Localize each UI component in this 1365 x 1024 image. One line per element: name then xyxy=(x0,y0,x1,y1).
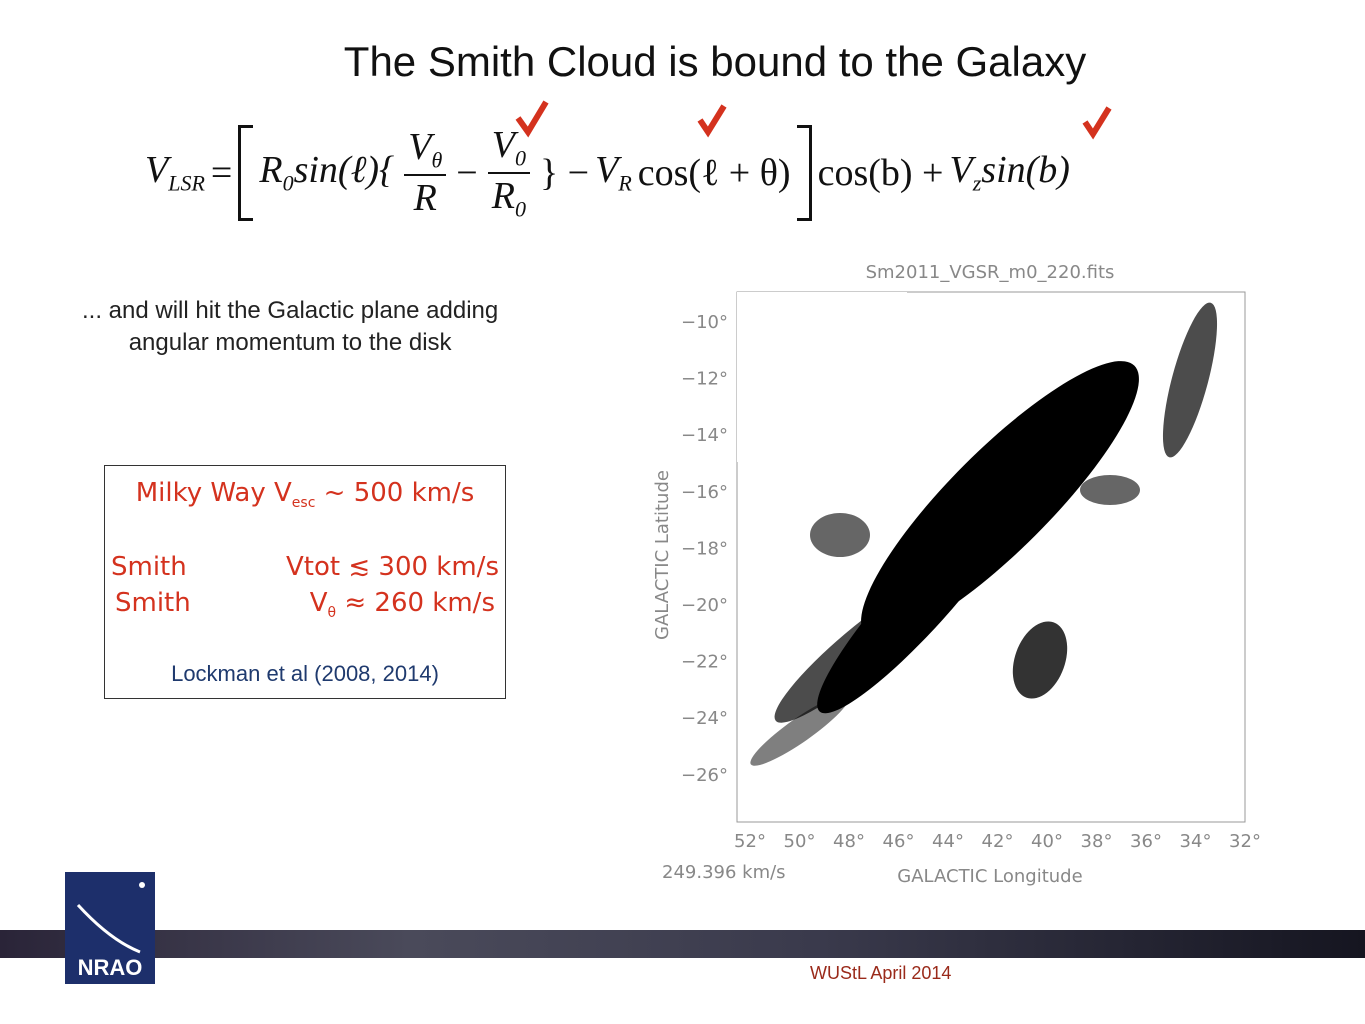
eq-token: = xyxy=(210,151,233,194)
lon-label: 44° xyxy=(932,831,964,852)
eq-token: V xyxy=(491,123,515,166)
body-text: ... and will hit the Galactic plane addi… xyxy=(82,295,498,359)
eq-token: R xyxy=(491,174,515,217)
bracket xyxy=(796,124,812,221)
eq-sub: 0 xyxy=(514,196,526,222)
x-axis-label: GALACTIC Longitude xyxy=(897,866,1082,887)
citation: Lockman et al (2008, 2014) xyxy=(171,661,439,686)
logo-dish xyxy=(76,903,141,954)
slide-title: The Smith Cloud is bound to the Galaxy xyxy=(343,38,1087,85)
eq-token: V xyxy=(949,149,973,192)
eq-token: sin(b) xyxy=(981,149,1070,192)
text-line: angular momentum to the disk xyxy=(128,329,452,356)
eq-sub: θ xyxy=(431,147,443,173)
logo xyxy=(65,872,155,984)
cloud xyxy=(750,302,1218,766)
text-line: ... and will hit the Galactic plane addi… xyxy=(82,297,499,324)
equation: VLSR = R0sin(ℓ){ Vθ R − V0 R0 } − VR cos(ℓ… xyxy=(145,123,1070,222)
box-text: V xyxy=(309,588,328,618)
logo-text: NRAO xyxy=(78,955,143,980)
figure-title: Sm2011_VGSR_m0_220.fits xyxy=(866,262,1115,283)
lon-label: 40° xyxy=(1031,831,1063,852)
eq-token: − xyxy=(456,151,478,194)
check-mark xyxy=(515,100,549,138)
lon-label: 34° xyxy=(1180,831,1212,852)
eq-sub: R xyxy=(618,170,632,196)
lat-label: −20° xyxy=(681,595,728,616)
box-sub: esc xyxy=(291,495,316,512)
blank-region xyxy=(737,292,907,462)
lon-label: 32° xyxy=(1229,831,1261,852)
eq-token: cos(ℓ + θ) xyxy=(637,151,791,194)
eq-sub: LSR xyxy=(168,170,205,196)
lat-label: −26° xyxy=(681,765,728,786)
box-sub: θ xyxy=(327,605,337,622)
box-text: ~ 500 km/s xyxy=(315,478,475,508)
lat-label: −10° xyxy=(681,312,728,333)
lon-label: 46° xyxy=(883,831,915,852)
footer-band xyxy=(0,930,1365,958)
velocity-label: 249.396 km/s xyxy=(662,862,786,883)
logo-star xyxy=(139,882,145,888)
box-line: Milky Way Vesc ~ 500 km/s xyxy=(105,478,505,511)
eq-token: R xyxy=(259,149,283,192)
eq-sub: z xyxy=(972,170,982,196)
eq-token: V xyxy=(595,149,619,192)
lon-label: 38° xyxy=(1081,831,1113,852)
y-axis-label: GALACTIC Latitude xyxy=(652,470,673,640)
eq-token: V xyxy=(408,126,432,169)
box-text: Smith xyxy=(111,552,187,582)
box-text: Smith xyxy=(115,588,191,618)
eq-sub: 0 xyxy=(282,170,294,196)
eq-token: V xyxy=(145,149,169,192)
box-text: Milky Way V xyxy=(135,478,292,508)
box-text: Vtot ≲ 300 km/s xyxy=(286,552,499,582)
eq-token: R xyxy=(413,176,437,219)
bracket xyxy=(238,124,254,221)
info-box: Milky Way Vesc ~ 500 km/s Smith Vtot ≲ 30… xyxy=(104,465,506,699)
lat-label: −12° xyxy=(681,369,728,390)
lat-label: −16° xyxy=(681,482,728,503)
lat-label: −18° xyxy=(681,538,728,559)
check-mark xyxy=(697,104,727,138)
box-text: ≈ 260 km/s xyxy=(336,588,495,618)
eq-sub: 0 xyxy=(514,145,526,171)
lat-label: −24° xyxy=(681,708,728,729)
check-mark xyxy=(1082,106,1112,140)
lat-label: −14° xyxy=(681,425,728,446)
eq-token: cos(b) + xyxy=(817,151,944,194)
lon-label: 50° xyxy=(784,831,816,852)
blank-region xyxy=(905,745,1045,820)
lon-label: 52° xyxy=(734,831,766,852)
lon-label: 42° xyxy=(982,831,1014,852)
lon-label: 48° xyxy=(833,831,865,852)
footer-text: WUStL April 2014 xyxy=(810,963,952,983)
lat-label: −22° xyxy=(681,652,728,673)
eq-token: sin(ℓ){ xyxy=(293,149,395,192)
lon-label: 36° xyxy=(1130,831,1162,852)
eq-token: } − xyxy=(539,151,590,194)
